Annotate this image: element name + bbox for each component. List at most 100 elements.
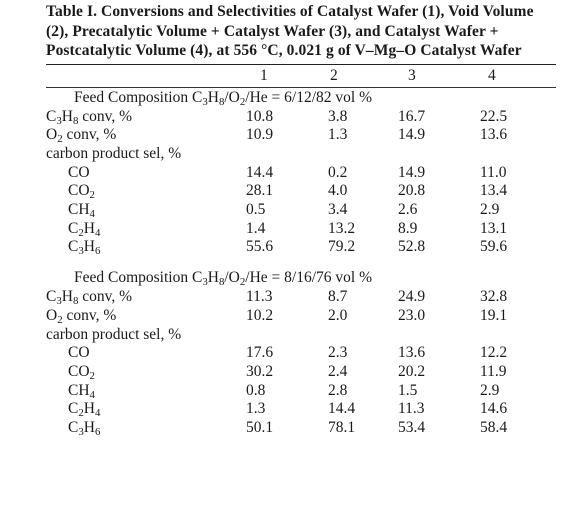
table-row: C2H4 1.4 13.2 8.9 13.1 — [46, 220, 556, 239]
row-label-subscript: 4 — [89, 388, 95, 401]
table-cell: 11.0 — [480, 164, 556, 183]
table-cell: 2.6 — [398, 201, 480, 220]
table-cell: 0.8 — [246, 382, 328, 401]
table-cell: 16.7 — [398, 108, 480, 127]
table-cell: 22.5 — [480, 108, 556, 127]
feed-composition-row: Feed Composition C3H8/O2/He = 6/12/82 vo… — [46, 87, 556, 108]
cell-value: 52.8 — [398, 238, 426, 256]
cell-value: 2.3 — [328, 344, 348, 362]
row-label: CO2 — [46, 363, 246, 382]
feed-subscript: 3 — [202, 95, 208, 108]
row-label-subscript: 4 — [94, 407, 101, 420]
table-row: O2 conv, % 10.9 1.3 14.9 13.6 — [46, 126, 556, 145]
row-label-text: conv, % — [62, 126, 117, 144]
table-cell: 2.4 — [328, 363, 398, 382]
table-container: Table I. Conversions and Selectivities o… — [46, 2, 556, 438]
cell-value: 58.4 — [480, 419, 508, 437]
table-cell — [398, 326, 480, 345]
cell-value: 53.4 — [398, 419, 426, 437]
table-cell: 1.3 — [246, 400, 328, 419]
table-cell: 11.9 — [480, 363, 556, 382]
cell-value: 2.6 — [398, 201, 418, 219]
table-row: CO 14.4 0.2 14.9 11.0 — [46, 164, 556, 183]
row-label-text: conv, % — [62, 306, 117, 324]
row-label-text: H — [61, 107, 73, 125]
cell-value: 20.8 — [398, 182, 426, 200]
feed-composition-label: Feed Composition C3H8/O2/He = 6/12/82 vo… — [46, 87, 556, 108]
cell-value: 78.1 — [328, 419, 356, 437]
table-cell — [480, 145, 556, 164]
table-cell: 0.5 — [246, 201, 328, 220]
table-cell: 10.9 — [246, 126, 328, 145]
row-label-subscript: 4 — [89, 208, 95, 221]
feed-text: /O — [224, 88, 240, 106]
column-header-1: 1 — [246, 64, 328, 88]
row-label-text: conv, % — [78, 288, 133, 306]
table-cell: 28.1 — [246, 182, 328, 201]
cell-value: 1.3 — [328, 126, 348, 144]
row-label-text: C — [68, 219, 79, 237]
table-cell: 79.2 — [328, 238, 398, 257]
row-label: C3H8 conv, % — [46, 288, 246, 307]
cell-value: 10.9 — [246, 126, 274, 144]
column-header-label — [46, 64, 246, 88]
row-label-text: H — [83, 400, 95, 418]
table-cell: 55.6 — [246, 238, 328, 257]
row-label-subscript: 2 — [57, 133, 63, 146]
row-label: CO — [46, 344, 246, 363]
table-cell: 3.8 — [328, 108, 398, 127]
row-label-text: C — [68, 238, 79, 256]
cell-value: 24.9 — [398, 288, 426, 306]
cell-value: 17.6 — [246, 344, 274, 362]
table-cell: 1.5 — [398, 382, 480, 401]
cell-value: 11.9 — [480, 362, 507, 380]
cell-value: 32.8 — [480, 288, 508, 306]
row-label-subscript: 3 — [78, 245, 84, 258]
cell-value: 11.3 — [246, 288, 273, 306]
table-cell: 11.3 — [246, 288, 328, 307]
table-cell: 17.6 — [246, 344, 328, 363]
table-cell: 1.4 — [246, 220, 328, 239]
row-label: C2H4 — [46, 220, 246, 239]
row-label-text: C — [68, 400, 79, 418]
table-cell: 53.4 — [398, 419, 480, 438]
table-cell: 30.2 — [246, 363, 328, 382]
cell-value: 10.8 — [246, 107, 274, 125]
row-label-text: H — [83, 219, 95, 237]
table-cell: 14.9 — [398, 164, 480, 183]
row-label-subscript: 6 — [94, 245, 101, 258]
cell-value: 1.4 — [246, 219, 266, 237]
table-cell: 13.2 — [328, 220, 398, 239]
table-cell: 13.6 — [480, 126, 556, 145]
cell-value: 13.1 — [480, 219, 508, 237]
cell-value: 20.2 — [398, 362, 426, 380]
table-row: CO2 28.1 4.0 20.8 13.4 — [46, 182, 556, 201]
row-label: C3H8 conv, % — [46, 108, 246, 127]
cell-value: 2.8 — [328, 381, 348, 399]
row-label: carbon product sel, % — [46, 326, 246, 345]
table-row: C2H4 1.3 14.4 11.3 14.6 — [46, 400, 556, 419]
row-label-subscript: 2 — [89, 189, 95, 202]
table-cell — [246, 326, 328, 345]
row-label: CH4 — [46, 201, 246, 220]
feed-composition-label: Feed Composition C3H8/O2/He = 8/16/76 vo… — [46, 268, 556, 288]
row-label-text: carbon product sel, % — [46, 325, 182, 343]
column-header-row: 1 2 3 4 — [46, 64, 556, 88]
table-cell: 13.4 — [480, 182, 556, 201]
row-label-text: CO — [68, 182, 90, 200]
table-cell: 14.9 — [398, 126, 480, 145]
row-label-text: H — [61, 288, 73, 306]
row-label-subscript: 4 — [94, 226, 101, 239]
table-body: Feed Composition C3H8/O2/He = 6/12/82 vo… — [46, 87, 556, 438]
cell-value: 14.9 — [398, 163, 426, 181]
table-cell: 58.4 — [480, 419, 556, 438]
cell-value: 11.0 — [480, 163, 507, 181]
row-label-subscript: 2 — [89, 369, 95, 382]
table-cell — [246, 145, 328, 164]
column-header-4: 4 — [480, 64, 556, 88]
row-label-subscript: 6 — [94, 426, 101, 439]
table-row: C3H6 55.6 79.2 52.8 59.6 — [46, 238, 556, 257]
data-table: 1 2 3 4 Feed Composition C3H8/O2/He = 6/… — [46, 64, 556, 438]
row-label-subscript: 3 — [56, 295, 62, 308]
table-cell: 52.8 — [398, 238, 480, 257]
